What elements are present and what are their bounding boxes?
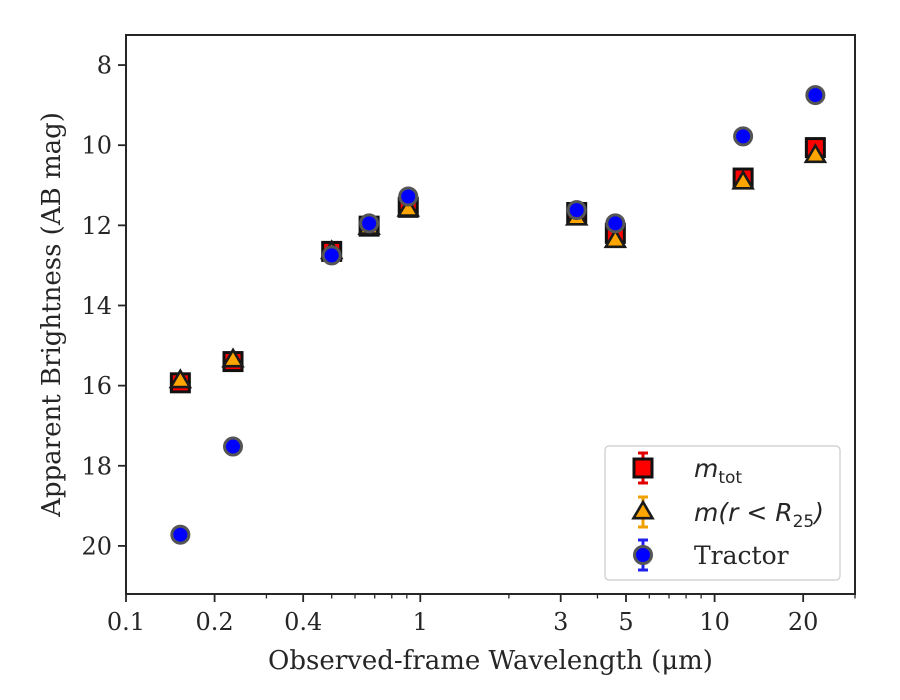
legend-circle-marker — [633, 545, 653, 565]
legend-label-tail: ) — [812, 498, 824, 527]
x-tick-label: 0.4 — [284, 608, 322, 636]
circle-point — [223, 436, 244, 457]
circle-point — [398, 186, 419, 207]
x-tick-label: 20 — [788, 608, 819, 636]
legend-label-main: m — [694, 454, 718, 483]
legend-label-main: m(r < R — [694, 498, 793, 527]
y-tick-label: 18 — [81, 452, 112, 480]
legend-label-subscript: tot — [718, 468, 742, 488]
legend-label: mtot — [694, 454, 742, 488]
x-tick-label: 5 — [618, 608, 633, 636]
circle-point — [321, 245, 342, 266]
circle-point — [805, 85, 826, 106]
circle-point — [605, 213, 626, 234]
x-tick-label: 10 — [699, 608, 730, 636]
legend-label-subscript: 25 — [793, 512, 815, 532]
triangle-point — [396, 196, 421, 217]
y-tick-label: 8 — [97, 52, 112, 80]
legend-triangle-marker — [631, 499, 655, 520]
y-tick-label: 16 — [81, 372, 112, 400]
circle-point — [733, 126, 754, 147]
circle-point — [359, 213, 380, 234]
y-tick-label: 10 — [81, 132, 112, 160]
marks-layer — [168, 85, 828, 545]
x-tick-label: 3 — [553, 608, 568, 636]
triangle-point — [603, 227, 628, 249]
legend-label: Tractor — [694, 541, 789, 570]
legend-label-main: Tractor — [694, 541, 789, 570]
x-tick-label: 0.1 — [107, 608, 145, 636]
x-tick-label: 1 — [413, 608, 428, 636]
series-circle — [170, 85, 826, 545]
x-axis-title: Observed-frame Wavelength (μm) — [268, 646, 713, 676]
y-axis-title: Apparent Brightness (AB mag) — [37, 112, 67, 518]
legend-box — [604, 445, 841, 581]
series-triangle — [168, 143, 828, 389]
x-tick-label: 0.2 — [196, 608, 234, 636]
legend: mtot m(r < R25) Tractor — [604, 445, 841, 581]
circle-point — [566, 200, 587, 221]
triangle-point — [803, 143, 828, 164]
circle-point — [170, 524, 191, 545]
ticks-layer: 0.1 0.2 0.4 1 3 5 10 20 8 10 12 14 16 18 20 — [81, 52, 856, 636]
y-tick-label: 12 — [81, 212, 112, 240]
triangle-point — [168, 368, 193, 389]
series-square — [169, 137, 826, 394]
legend-square-marker — [632, 457, 654, 479]
y-tick-label: 14 — [81, 292, 112, 320]
legend-label: m(r < R25) — [694, 498, 824, 532]
y-tick-label: 20 — [81, 532, 112, 560]
triangle-point — [221, 347, 245, 368]
plot-frame — [125, 34, 856, 595]
triangle-point — [731, 169, 755, 190]
